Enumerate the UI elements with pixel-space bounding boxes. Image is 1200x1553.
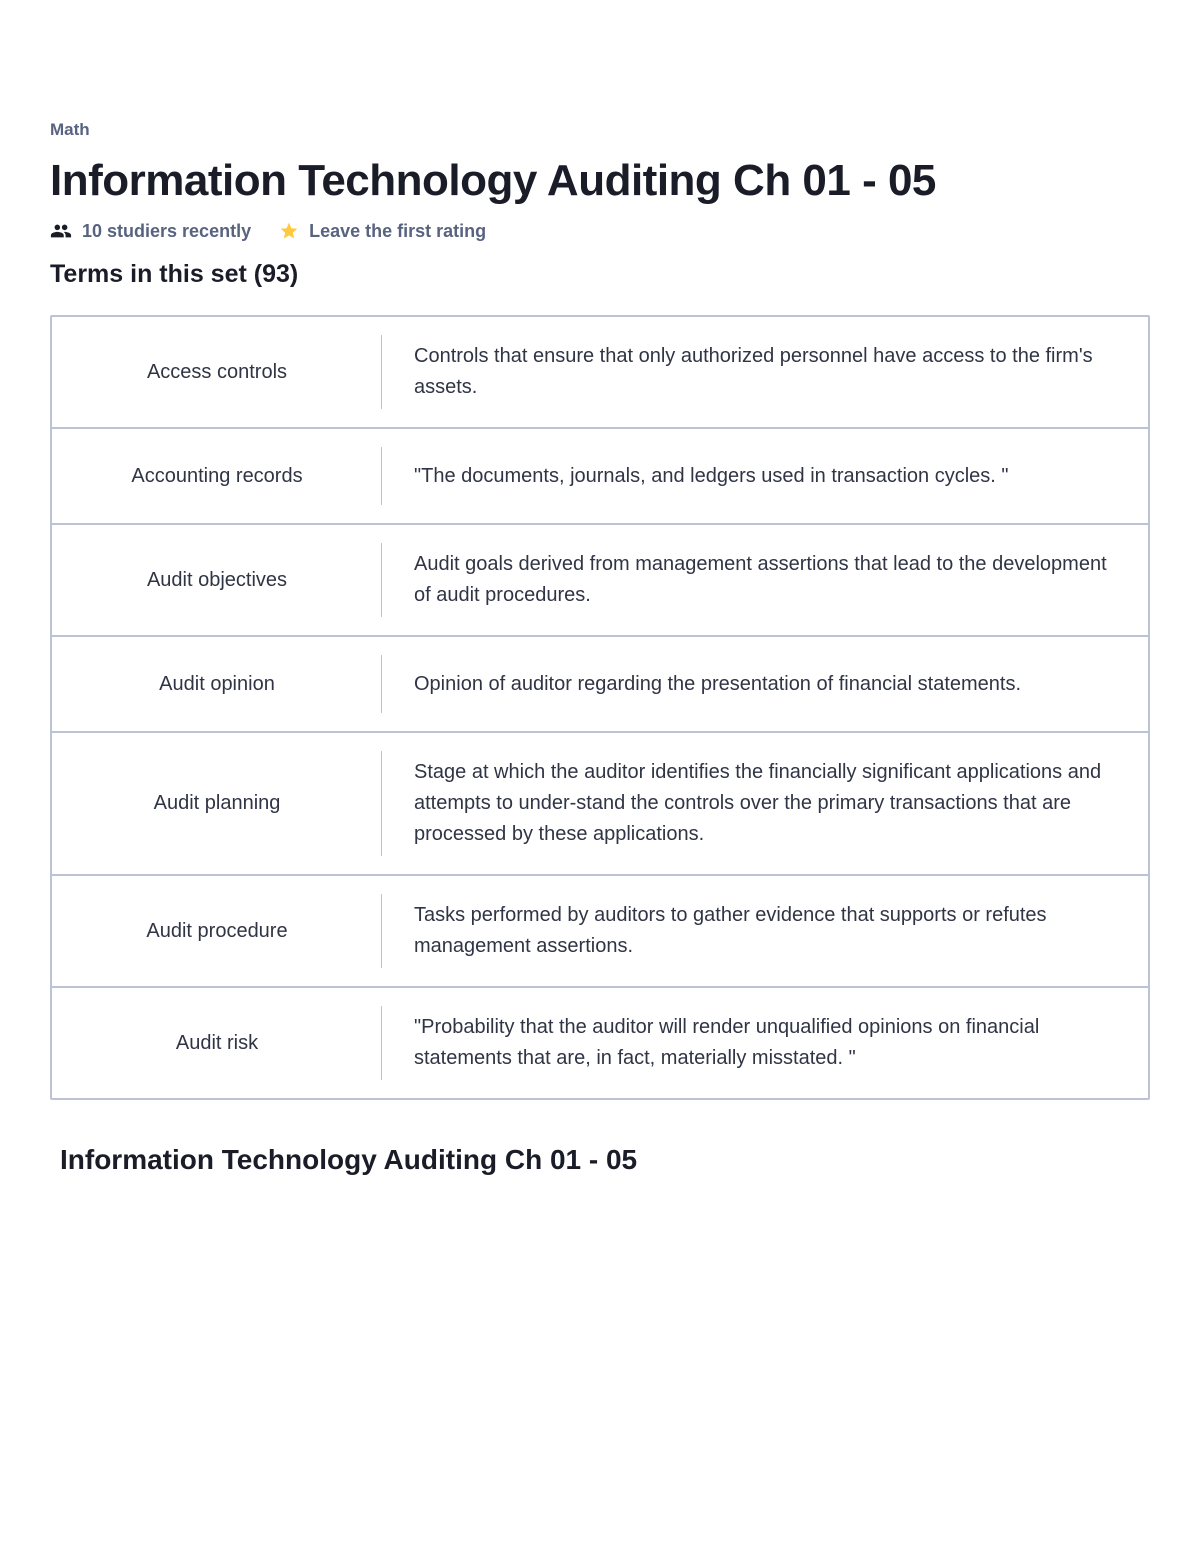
term-label: Audit opinion [52,637,382,731]
studiers-meta: 10 studiers recently [50,220,251,242]
term-label: Audit objectives [52,525,382,635]
term-definition: Controls that ensure that only authorize… [382,317,1148,427]
footer-heading: Information Technology Auditing Ch 01 - … [50,1144,1150,1176]
rating-label: Leave the first rating [309,221,486,242]
term-definition: "Probability that the auditor will rende… [382,988,1148,1098]
term-definition: Audit goals derived from management asse… [382,525,1148,635]
breadcrumb[interactable]: Math [50,120,1150,140]
star-icon [279,221,299,241]
terms-table: Access controls Controls that ensure tha… [50,315,1150,1100]
term-row: Audit planning Stage at which the audito… [52,733,1148,876]
term-row: Accounting records "The documents, journ… [52,429,1148,525]
term-definition: Stage at which the auditor identifies th… [382,733,1148,874]
term-definition: "The documents, journals, and ledgers us… [382,429,1148,523]
people-icon [50,220,72,242]
page-title: Information Technology Auditing Ch 01 - … [50,156,1150,206]
meta-row: 10 studiers recently Leave the first rat… [50,220,1150,242]
term-row: Audit procedure Tasks performed by audit… [52,876,1148,988]
studiers-label: 10 studiers recently [82,221,251,242]
term-label: Audit procedure [52,876,382,986]
term-label: Accounting records [52,429,382,523]
term-label: Audit risk [52,988,382,1098]
term-definition: Tasks performed by auditors to gather ev… [382,876,1148,986]
rating-meta[interactable]: Leave the first rating [279,221,486,242]
term-label: Audit planning [52,733,382,874]
term-row: Audit objectives Audit goals derived fro… [52,525,1148,637]
term-row: Audit opinion Opinion of auditor regardi… [52,637,1148,733]
term-row: Access controls Controls that ensure tha… [52,317,1148,429]
terms-heading: Terms in this set (93) [50,260,1150,289]
term-label: Access controls [52,317,382,427]
term-row: Audit risk "Probability that the auditor… [52,988,1148,1098]
term-definition: Opinion of auditor regarding the present… [382,637,1148,731]
breadcrumb-link[interactable]: Math [50,120,90,139]
